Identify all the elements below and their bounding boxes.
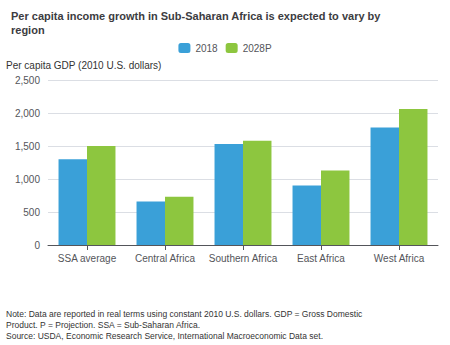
svg-text:Per capita income growth in Su: Per capita income growth in Sub-Saharan … (11, 10, 383, 22)
svg-text:Southern Africa: Southern Africa (209, 253, 278, 264)
svg-text:0: 0 (34, 240, 40, 251)
svg-text:region: region (11, 24, 45, 36)
svg-text:Product. P = Projection. SSA =: Product. P = Projection. SSA = Sub-Sahar… (6, 320, 200, 330)
svg-text:Source: USDA, Economic Researc: Source: USDA, Economic Research Service,… (6, 331, 323, 341)
svg-text:2,500: 2,500 (15, 75, 40, 86)
svg-text:East Africa: East Africa (297, 253, 345, 264)
svg-text:1,000: 1,000 (15, 174, 40, 185)
svg-text:2028P: 2028P (243, 43, 272, 54)
svg-text:SSA average: SSA average (58, 253, 117, 264)
svg-text:West Africa: West Africa (374, 253, 425, 264)
svg-text:Note: Data are reported in rea: Note: Data are reported in real terms us… (6, 309, 363, 319)
svg-text:2018: 2018 (195, 43, 218, 54)
svg-text:Central Africa: Central Africa (135, 253, 195, 264)
svg-text:500: 500 (23, 207, 40, 218)
svg-text:1,500: 1,500 (15, 141, 40, 152)
svg-text:Per capita GDP (2010 U.S. doll: Per capita GDP (2010 U.S. dollars) (6, 60, 161, 71)
svg-text:2,000: 2,000 (15, 108, 40, 119)
